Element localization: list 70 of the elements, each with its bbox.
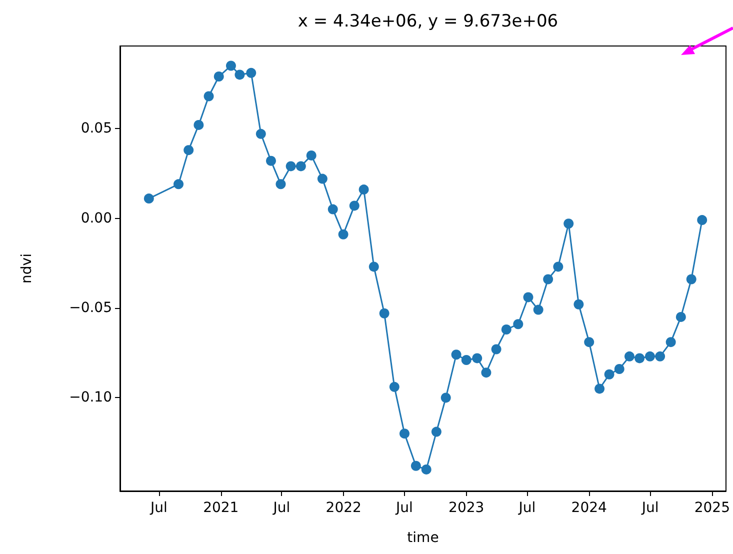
- point: [624, 351, 634, 362]
- point: [686, 274, 696, 284]
- point: [349, 200, 360, 211]
- point: [306, 150, 316, 160]
- point: [614, 364, 624, 374]
- point: [379, 308, 390, 318]
- point: [666, 337, 676, 348]
- point: [246, 68, 256, 78]
- point: [481, 368, 492, 378]
- chart-title: x = 4.34e+06, y = 9.673e+06: [298, 12, 558, 32]
- y-tick-label: 0.05: [80, 120, 112, 137]
- point: [594, 384, 605, 394]
- point: [655, 351, 666, 362]
- point: [214, 72, 224, 82]
- x-tick-label: 2025: [694, 500, 730, 516]
- point: [461, 355, 472, 366]
- point: [194, 120, 204, 130]
- point: [368, 262, 379, 272]
- y-axis-title: ndvi: [19, 254, 35, 284]
- x-tick-label: 2021: [203, 500, 239, 516]
- point: [317, 174, 328, 184]
- point: [296, 161, 306, 172]
- point: [410, 460, 421, 471]
- point: [204, 91, 214, 102]
- point: [472, 353, 482, 364]
- x-tick-label: Jul: [150, 500, 168, 516]
- point: [184, 145, 194, 156]
- x-tick-label: Jul: [640, 500, 659, 516]
- point: [604, 369, 614, 380]
- point: [513, 319, 524, 330]
- point: [564, 218, 574, 229]
- point: [389, 382, 400, 392]
- point: [328, 204, 338, 214]
- point: [174, 179, 184, 190]
- point: [400, 428, 410, 439]
- point: [553, 262, 564, 272]
- point: [338, 229, 348, 240]
- point: [676, 312, 686, 322]
- x-tick-label: Jul: [518, 500, 536, 516]
- y-tick-label: 0.00: [80, 210, 112, 226]
- y-tick-label: −0.05: [69, 300, 112, 316]
- point: [523, 292, 534, 302]
- point: [256, 128, 266, 139]
- point: [491, 344, 502, 354]
- x-tick-label: 2024: [571, 500, 608, 516]
- x-tick-label: 2022: [326, 500, 362, 516]
- point: [421, 464, 432, 474]
- point: [144, 194, 154, 204]
- x-tick-label: Jul: [395, 500, 413, 516]
- point: [584, 337, 594, 348]
- point: [501, 324, 512, 335]
- point: [358, 184, 369, 195]
- point: [543, 274, 554, 284]
- point: [226, 60, 236, 71]
- point: [634, 353, 645, 364]
- point: [697, 215, 708, 226]
- point: [574, 299, 584, 310]
- x-axis-title: time: [407, 530, 439, 546]
- point: [440, 392, 451, 403]
- point: [431, 426, 442, 437]
- point: [276, 179, 286, 190]
- y-tick-label: −0.10: [69, 390, 112, 406]
- point: [234, 70, 245, 80]
- point: [533, 304, 544, 315]
- point: [286, 161, 296, 172]
- x-tick-label: Jul: [272, 500, 290, 516]
- x-tick-label: 2023: [448, 500, 484, 516]
- point: [451, 350, 462, 360]
- point: [644, 351, 655, 362]
- point: [266, 156, 276, 166]
